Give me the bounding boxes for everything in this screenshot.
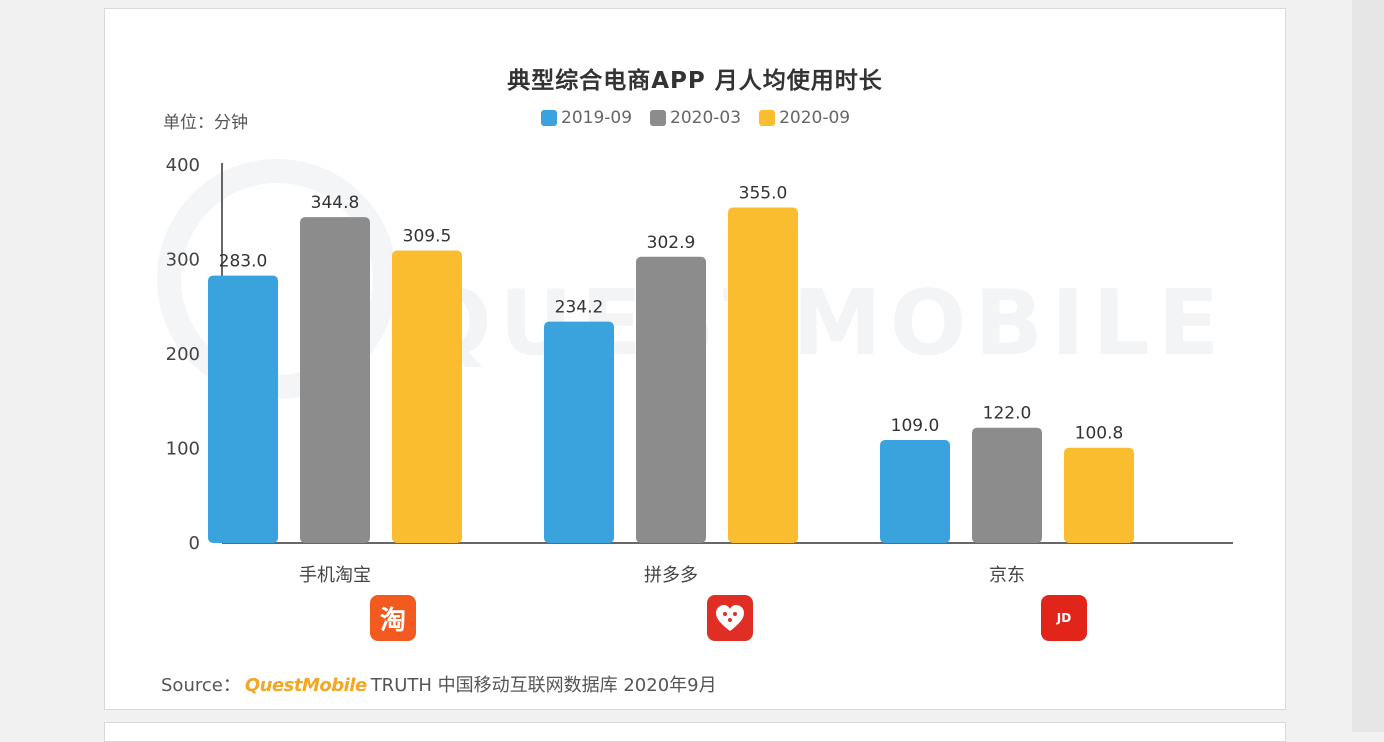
category-label-2: 京东 [989,565,1025,586]
data-label-2-0: 109.0 [891,416,940,436]
y-tick-label-2: 200 [166,344,200,365]
unit-label: 单位：分钟 [163,113,248,133]
bar-2-2 [1064,447,1134,543]
data-label-1-0: 234.2 [555,298,604,318]
y-tick-label-3: 300 [166,250,200,271]
bar-chart: 0 100 200 300 400 283.0 344.8 309.5 手机淘宝 234.2 302… [166,155,1233,586]
bar-1-1 [636,256,706,543]
source-brand: QuestMobile [244,675,367,696]
legend-item-0: 2019-09 [541,108,632,128]
legend-swatch-2 [759,110,776,126]
legend: 2019-09 2020-03 2020-09 [541,108,850,128]
y-tick-label-1: 100 [166,439,200,460]
pinduoduo-heart-icon [716,605,744,631]
bar-1-0 [544,321,614,543]
data-label-0-0: 283.0 [219,252,268,272]
bar-0-1 [300,217,370,543]
next-card-edge [104,722,1286,742]
source-line: Source： QuestMobile TRUTH 中国移动互联网数据库 202… [161,671,717,697]
data-label-2-1: 122.0 [983,404,1032,424]
data-label-1-2: 355.0 [739,184,788,204]
legend-item-2: 2020-09 [759,108,850,128]
category-label-1: 拼多多 [644,565,698,586]
legend-label-0: 2019-09 [561,108,633,128]
bar-2-1 [972,427,1042,543]
bar-0-2 [392,250,462,543]
data-label-1-1: 302.9 [647,233,696,253]
page-edge-strip [1352,0,1384,732]
pinduoduo-logo-icon [707,595,753,641]
category-label-0: 手机淘宝 [299,565,371,586]
chart-title: 典型综合电商APP 月人均使用时长 [507,68,883,94]
legend-label-2: 2020-09 [779,108,851,128]
legend-swatch-0 [541,110,557,126]
taobao-logo-icon: 淘 [370,595,416,641]
legend-item-1: 2020-03 [650,108,741,128]
chart-card: QUESTMOBILE 典型综合电商APP 月人均使用时长 单位：分钟 2019… [104,8,1286,710]
bar-0-0 [208,275,278,543]
legend-swatch-1 [650,110,667,126]
bar-1-2 [728,207,798,543]
y-tick-label-4: 400 [166,155,200,176]
source-text: TRUTH 中国移动互联网数据库 2020年9月 [370,675,717,696]
data-label-0-1: 344.8 [311,193,360,213]
bar-2-0 [880,439,950,543]
data-label-2-2: 100.8 [1075,424,1124,444]
legend-label-1: 2020-03 [670,108,742,128]
y-tick-label-0: 0 [189,533,200,554]
source-prefix: Source： [161,675,241,696]
jd-logo-icon: JD [1041,595,1087,641]
data-label-0-2: 309.5 [403,227,452,247]
